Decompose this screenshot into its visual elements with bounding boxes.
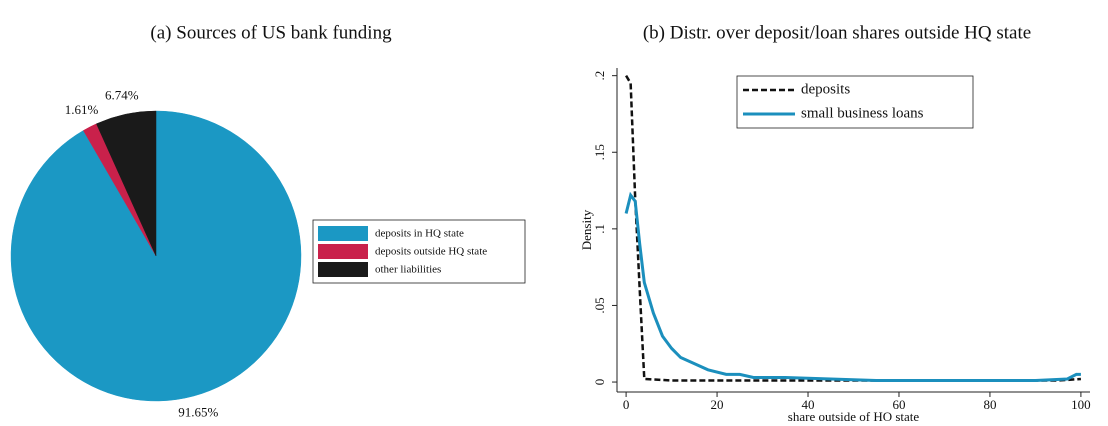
series-line [625,75,1081,382]
legend-swatch [318,226,368,241]
legend-box [736,75,974,129]
legend-label: deposits [801,81,850,97]
y-axis-label: Density [579,209,594,250]
legend-label: deposits outside HQ state [375,246,487,258]
legend-swatch [318,262,368,277]
x-tick-label: 80 [983,397,996,412]
x-axis-label: share outside of HO state [788,409,920,424]
y-tick-label: 0 [592,379,607,386]
x-tick-label: 20 [711,397,724,412]
series-line [624,191,1081,383]
pie-slice [96,110,157,257]
slice-label: 91.65% [178,404,218,419]
slice-label: 6.74% [105,88,139,103]
x-tick-label: 0 [623,397,630,412]
legend-label: other liabilities [375,264,441,276]
y-tick-label: .2 [592,71,607,81]
legend-label: deposits in HQ state [375,228,464,240]
legend-label: small business loans [801,105,924,121]
x-tick-label: 100 [1071,397,1091,412]
x-tick-label: 60 [892,397,905,412]
y-tick-label: .15 [592,144,607,160]
x-tick-label: 40 [802,397,815,412]
legend-swatch [318,244,368,259]
y-tick-label: .05 [592,297,607,313]
chart-title: (a) Sources of US bank funding [150,22,392,43]
slice-label: 1.61% [65,102,99,117]
chart-title: (b) Distr. over deposit/loan shares outs… [643,22,1031,43]
y-tick-label: .1 [592,224,607,234]
